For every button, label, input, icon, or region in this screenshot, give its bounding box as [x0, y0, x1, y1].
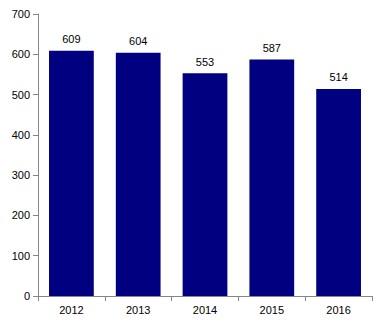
svg-text:0: 0 [24, 290, 30, 302]
svg-text:300: 300 [12, 169, 30, 181]
svg-text:700: 700 [12, 8, 30, 20]
svg-text:2016: 2016 [326, 304, 350, 316]
svg-text:514: 514 [329, 71, 347, 83]
svg-text:600: 600 [12, 48, 30, 60]
svg-text:500: 500 [12, 89, 30, 101]
svg-text:400: 400 [12, 129, 30, 141]
svg-text:553: 553 [196, 56, 214, 68]
svg-text:100: 100 [12, 250, 30, 262]
svg-text:2012: 2012 [59, 304, 83, 316]
svg-text:609: 609 [62, 33, 80, 45]
svg-text:2013: 2013 [126, 304, 150, 316]
svg-text:587: 587 [263, 42, 281, 54]
svg-text:2015: 2015 [260, 304, 284, 316]
svg-text:604: 604 [129, 35, 147, 47]
svg-text:200: 200 [12, 209, 30, 221]
svg-text:2014: 2014 [193, 304, 217, 316]
